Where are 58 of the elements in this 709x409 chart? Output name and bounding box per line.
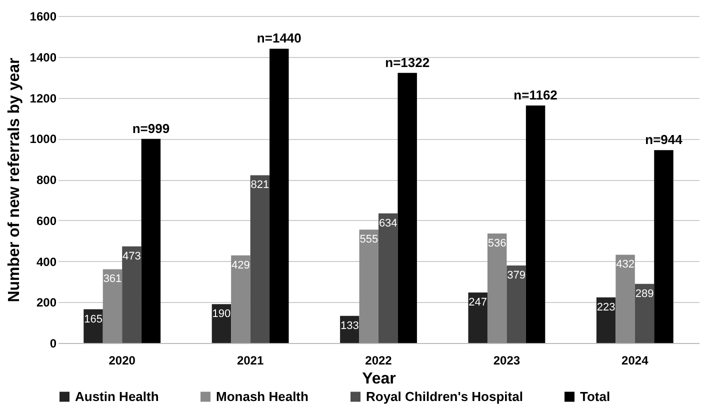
data-label: 432	[616, 258, 634, 271]
bar	[102, 269, 122, 343]
bar	[487, 233, 507, 343]
y-tick-label: 200	[36, 296, 57, 310]
data-label: n=1322	[385, 54, 430, 70]
x-tick-label: 2022	[365, 354, 392, 368]
data-label: 133	[340, 320, 359, 332]
bar	[212, 304, 232, 343]
y-tick-label: 1200	[30, 91, 57, 106]
data-label: 473	[122, 250, 141, 262]
data-label: 247	[468, 296, 488, 309]
data-label: n=999	[132, 120, 170, 136]
bar	[616, 254, 635, 343]
bar	[526, 106, 546, 343]
bar	[231, 255, 250, 343]
bar	[250, 175, 270, 343]
data-label: 361	[103, 273, 122, 286]
y-tick-label: 1000	[30, 132, 57, 146]
bar	[141, 138, 161, 343]
data-label: 634	[378, 217, 398, 230]
x-axis-title: Year	[362, 370, 396, 388]
data-label: n=1162	[514, 88, 558, 103]
x-tick-label: 2021	[236, 354, 264, 368]
data-label: 536	[488, 237, 506, 250]
x-tick-label: 2024	[622, 354, 649, 368]
bar	[398, 72, 417, 343]
data-label: 223	[596, 301, 616, 314]
legend-label: Monash Health	[216, 388, 309, 404]
data-label: 555	[360, 234, 378, 246]
y-tick-label: 1400	[30, 50, 57, 64]
data-label: n=1440	[256, 30, 302, 46]
y-tick-label: 1600	[30, 10, 57, 24]
data-label: 190	[212, 308, 231, 320]
bar	[596, 297, 616, 343]
bar	[634, 284, 654, 343]
legend-label: Total	[580, 388, 610, 404]
y-tick-label: 800	[36, 173, 57, 187]
legend-label: Austin Health	[75, 388, 159, 404]
x-tick-label: 2020	[108, 354, 136, 368]
bar	[359, 230, 378, 343]
data-label: 165	[84, 313, 102, 326]
data-label: 821	[250, 179, 270, 192]
y-tick-label: 0	[50, 336, 57, 350]
y-tick-label: 400	[36, 254, 57, 269]
x-tick-label: 2023	[493, 354, 520, 368]
bar	[506, 266, 526, 343]
data-label: 429	[232, 259, 250, 272]
data-label: 289	[635, 288, 654, 300]
bar	[378, 213, 398, 343]
bar	[468, 292, 488, 343]
bar	[654, 150, 674, 343]
legend-label: Royal Children's Hospital	[366, 388, 523, 404]
y-tick-label: 600	[36, 214, 57, 228]
bar	[122, 246, 142, 343]
data-label: n=944	[645, 132, 684, 148]
data-label: 379	[507, 270, 526, 282]
y-axis-title: Number of new referrals by year	[6, 58, 23, 302]
bar	[270, 48, 289, 343]
